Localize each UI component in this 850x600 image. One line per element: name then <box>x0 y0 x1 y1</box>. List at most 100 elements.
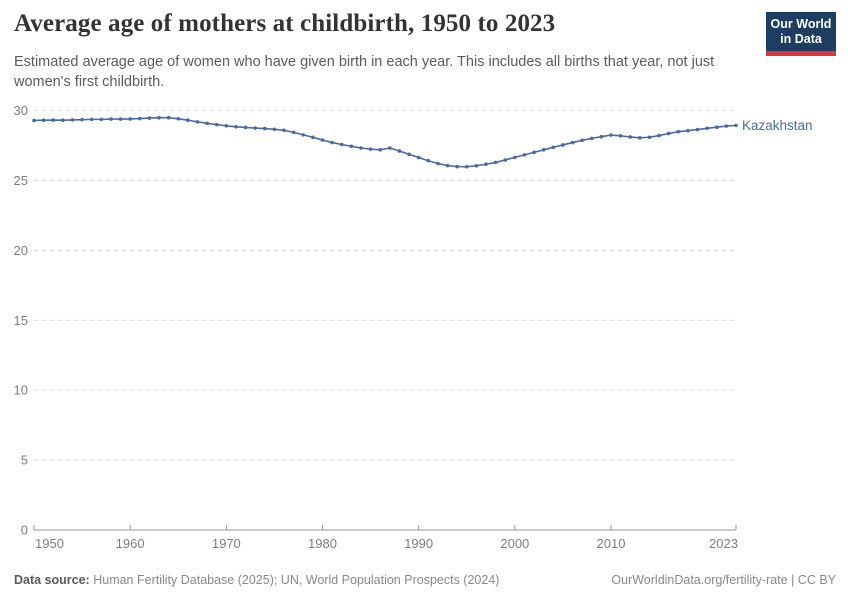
data-point[interactable] <box>272 127 277 132</box>
data-point[interactable] <box>436 161 440 166</box>
data-point[interactable] <box>647 135 652 140</box>
data-point[interactable] <box>157 115 161 120</box>
owid-logo-line2: in Data <box>780 32 822 46</box>
data-point[interactable] <box>455 164 459 169</box>
data-point[interactable] <box>70 118 75 122</box>
data-point[interactable] <box>724 124 729 128</box>
data-point[interactable] <box>628 135 633 139</box>
x-axis-tick-label: 1960 <box>116 536 145 551</box>
x-axis-tick-label: 2010 <box>597 536 626 551</box>
owid-logo-line1: Our World <box>770 17 832 31</box>
data-point[interactable] <box>513 155 517 160</box>
data-point[interactable] <box>109 117 113 121</box>
owid-citation-link[interactable]: OurWorldinData.org/fertility-rate | CC B… <box>611 573 836 587</box>
data-point[interactable] <box>224 123 229 128</box>
data-point[interactable] <box>89 117 94 122</box>
data-point[interactable] <box>580 138 584 143</box>
data-point[interactable] <box>705 126 709 131</box>
data-point[interactable] <box>570 140 575 145</box>
y-axis-tick-label: 25 <box>14 173 28 188</box>
data-point[interactable] <box>618 134 623 138</box>
data-point[interactable] <box>262 126 267 131</box>
data-point[interactable] <box>388 146 392 150</box>
data-point[interactable] <box>599 134 604 139</box>
data-point[interactable] <box>378 148 382 152</box>
data-point[interactable] <box>330 140 334 145</box>
data-point[interactable] <box>320 138 325 142</box>
data-point[interactable] <box>147 116 152 120</box>
data-point[interactable] <box>166 115 171 120</box>
x-axis-tick-label: 1980 <box>308 536 337 551</box>
data-point[interactable] <box>339 142 344 147</box>
chart-footer: Data source: Human Fertility Database (2… <box>14 573 836 587</box>
y-axis-tick-label: 30 <box>14 103 28 118</box>
data-point[interactable] <box>609 133 613 137</box>
series-label-kazakhstan[interactable]: Kazakhstan <box>742 118 813 133</box>
data-point[interactable] <box>503 158 508 162</box>
kazakhstan-line[interactable] <box>33 116 737 168</box>
x-axis-tick-label: 1970 <box>212 536 241 551</box>
data-point[interactable] <box>128 117 132 121</box>
data-point[interactable] <box>205 121 209 126</box>
data-point[interactable] <box>532 150 536 155</box>
data-source-text: Human Fertility Database (2025); UN, Wor… <box>93 573 500 587</box>
y-axis-tick-label: 10 <box>14 383 28 398</box>
data-point[interactable] <box>676 129 681 134</box>
data-point[interactable] <box>301 133 306 137</box>
data-point[interactable] <box>282 128 286 133</box>
data-point[interactable] <box>359 146 363 150</box>
data-point[interactable] <box>657 133 661 138</box>
data-point[interactable] <box>638 136 642 140</box>
data-point[interactable] <box>686 128 690 133</box>
data-source-label: Data source: <box>14 573 90 587</box>
data-point[interactable] <box>349 144 354 149</box>
data-point[interactable] <box>41 118 46 123</box>
data-point[interactable] <box>426 158 431 163</box>
data-point[interactable] <box>464 164 469 169</box>
y-axis-tick-label: 0 <box>21 523 28 538</box>
y-axis-tick-label: 20 <box>14 243 28 258</box>
data-point[interactable] <box>99 117 104 122</box>
data-point[interactable] <box>666 131 671 136</box>
data-point[interactable] <box>368 147 373 151</box>
data-point[interactable] <box>561 143 565 147</box>
y-axis-tick-label: 5 <box>21 453 28 468</box>
data-point[interactable] <box>484 162 488 167</box>
chart-subtitle: Estimated average age of women who have … <box>14 52 714 92</box>
data-point[interactable] <box>243 125 248 130</box>
page-title: Average age of mothers at childbirth, 19… <box>14 10 556 37</box>
data-point[interactable] <box>522 153 527 157</box>
data-point[interactable] <box>176 117 181 121</box>
data-point[interactable] <box>734 123 738 128</box>
data-point[interactable] <box>186 118 190 123</box>
data-point[interactable] <box>416 155 421 160</box>
data-point[interactable] <box>253 126 257 130</box>
x-axis-tick-label: 2023 <box>709 536 738 551</box>
data-point[interactable] <box>407 152 411 157</box>
data-point[interactable] <box>551 145 556 150</box>
data-point[interactable] <box>695 127 700 132</box>
data-point[interactable] <box>51 118 56 122</box>
data-point[interactable] <box>474 163 479 168</box>
data-point[interactable] <box>234 124 238 129</box>
data-point[interactable] <box>137 116 142 121</box>
data-point[interactable] <box>589 136 594 141</box>
x-axis-tick-label: 1950 <box>35 536 64 551</box>
data-source: Data source: Human Fertility Database (2… <box>14 573 499 587</box>
data-point[interactable] <box>493 160 498 165</box>
data-point[interactable] <box>541 148 546 152</box>
data-point[interactable] <box>291 130 296 135</box>
data-point[interactable] <box>311 135 315 140</box>
data-point[interactable] <box>714 125 719 129</box>
data-point[interactable] <box>80 117 84 122</box>
data-point[interactable] <box>32 118 36 123</box>
owid-logo[interactable]: Our World in Data <box>766 12 836 56</box>
x-axis-tick-label: 1990 <box>404 536 433 551</box>
data-point[interactable] <box>214 122 219 127</box>
data-point[interactable] <box>195 120 200 124</box>
data-point[interactable] <box>61 118 65 123</box>
data-point[interactable] <box>397 149 402 153</box>
data-point[interactable] <box>445 163 450 168</box>
data-point[interactable] <box>118 117 123 121</box>
